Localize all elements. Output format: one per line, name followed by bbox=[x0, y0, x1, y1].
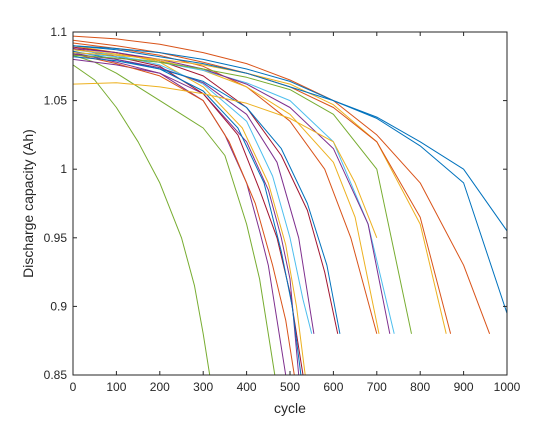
x-tick-label: 900 bbox=[454, 380, 474, 394]
x-tick-label: 1000 bbox=[494, 380, 521, 394]
x-axis-label: cycle bbox=[274, 400, 306, 416]
series-line bbox=[73, 46, 339, 334]
series-line bbox=[73, 48, 391, 334]
y-tick-label: 1.1 bbox=[50, 25, 67, 39]
series-line bbox=[73, 48, 304, 375]
x-tick-label: 700 bbox=[367, 380, 387, 394]
x-tick-label: 400 bbox=[237, 380, 257, 394]
series-line bbox=[73, 56, 341, 334]
x-tick-label: 800 bbox=[410, 380, 430, 394]
series-line bbox=[73, 52, 287, 375]
series-line bbox=[73, 52, 395, 334]
x-tick-label: 100 bbox=[106, 380, 126, 394]
series-line bbox=[73, 64, 211, 375]
y-tick-label: 1 bbox=[60, 162, 67, 176]
series-line bbox=[73, 35, 491, 334]
y-axis-label: Discharge capacity (Ah) bbox=[20, 129, 36, 278]
x-tick-label: 600 bbox=[323, 380, 343, 394]
axes-box bbox=[72, 31, 508, 376]
x-tick-label: 0 bbox=[70, 380, 77, 394]
series-line bbox=[73, 52, 447, 334]
ticks-group: 0 100 200 300 400 500 600 700 800 900 1000 0.85 0.9 0… bbox=[44, 25, 521, 394]
y-tick-label: 0.95 bbox=[44, 231, 68, 245]
series-line bbox=[73, 45, 507, 232]
x-tick-label: 500 bbox=[280, 380, 300, 394]
series-line bbox=[73, 54, 412, 334]
series-line bbox=[73, 58, 300, 375]
y-tick-label: 0.85 bbox=[44, 368, 68, 382]
series-line bbox=[73, 53, 295, 375]
x-tick-label: 200 bbox=[150, 380, 170, 394]
series-group bbox=[73, 35, 507, 375]
x-tick-label: 300 bbox=[193, 380, 213, 394]
y-tick-label: 1.05 bbox=[44, 94, 68, 108]
y-tick-label: 0.9 bbox=[50, 299, 67, 313]
series-line bbox=[73, 45, 507, 314]
series-line bbox=[73, 82, 378, 238]
series-line bbox=[73, 45, 306, 375]
series-line bbox=[73, 54, 276, 375]
